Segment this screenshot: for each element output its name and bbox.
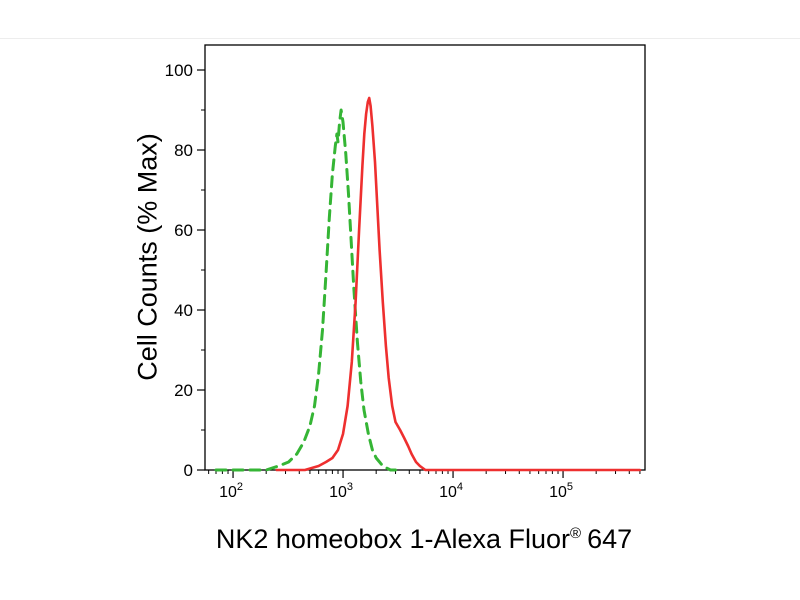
x-tick-label: 105	[549, 481, 573, 501]
x-axis-title-main: NK2 homeobox 1-Alexa Fluor	[215, 524, 571, 554]
y-tick-label: 40	[174, 301, 193, 320]
y-tick-label: 80	[174, 141, 193, 160]
y-tick-label: 60	[174, 221, 193, 240]
x-axis-ticks: 102 103 104 105	[208, 470, 641, 501]
red-solid-curve	[275, 96, 642, 472]
x-tick-label: 102	[219, 481, 243, 501]
top-divider	[0, 38, 800, 39]
y-tick-label: 20	[174, 381, 193, 400]
y-axis-title: Cell Counts (% Max)	[132, 133, 163, 381]
x-tick-label: 104	[439, 481, 463, 501]
x-axis-title-suffix: 647	[587, 524, 633, 554]
registered-trademark-symbol: ®	[570, 525, 582, 542]
y-axis-ticks: 0 20 40 60 80 100	[165, 61, 205, 480]
y-tick-label: 0	[184, 461, 193, 480]
x-tick-label: 103	[329, 481, 353, 501]
y-tick-label: 100	[165, 61, 193, 80]
plot-frame	[204, 44, 646, 471]
green-dashed-curve	[214, 108, 397, 472]
x-axis-title: NK2 homeobox 1-Alexa Fluor® 647	[216, 524, 632, 555]
